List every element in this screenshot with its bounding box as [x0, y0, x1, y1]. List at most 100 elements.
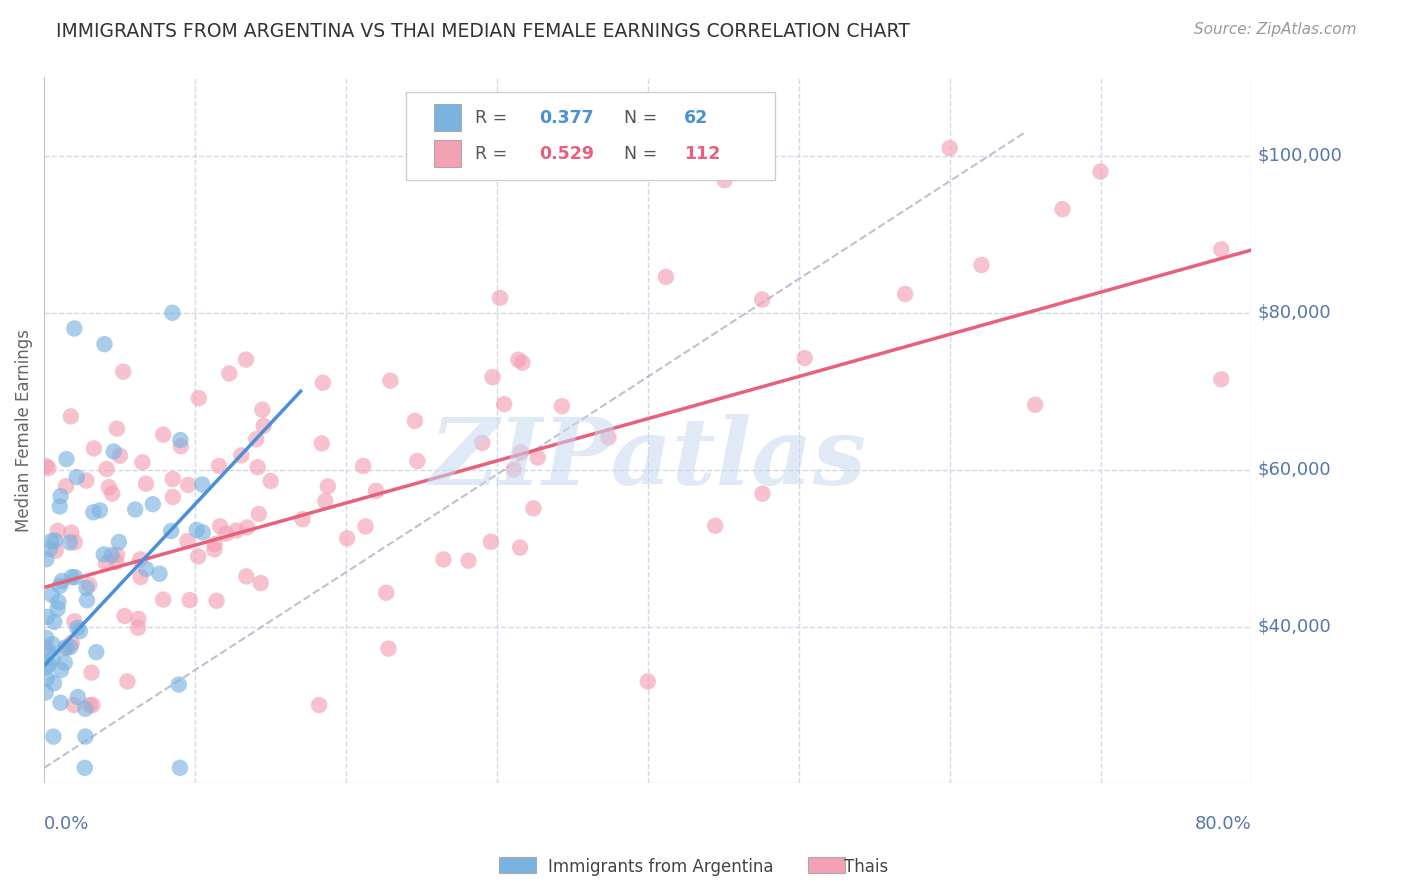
Point [970, 258, 993, 272]
Point [1090, 164, 1112, 178]
Point [129, 570, 152, 584]
Point [205, 594, 228, 608]
Point [53, 656, 76, 670]
Point [49, 663, 72, 677]
Point [162, 306, 184, 320]
Point [105, 555, 128, 569]
Bar [808, 857, 845, 873]
Point [48, 500, 70, 514]
Point [508, 352, 530, 367]
Point [169, 761, 191, 775]
Point [404, 414, 426, 428]
Point [63, 321, 86, 335]
Point [598, 430, 620, 444]
Point [377, 641, 399, 656]
Point [177, 478, 200, 492]
Point [46, 524, 69, 538]
Point [551, 399, 574, 413]
Point [252, 402, 274, 417]
Point [236, 520, 259, 534]
Point [73, 761, 96, 775]
Point [494, 397, 516, 411]
Point [170, 439, 193, 453]
Point [793, 351, 815, 365]
Point [35, 458, 58, 473]
Point [112, 365, 135, 379]
Point [55, 452, 77, 467]
Bar [499, 857, 536, 873]
Point [509, 445, 531, 459]
Text: 80.0%: 80.0% [1195, 815, 1251, 833]
Point [108, 535, 131, 549]
Point [37, 610, 59, 624]
Point [1052, 202, 1074, 217]
Point [457, 554, 479, 568]
Text: Immigrants from Argentina: Immigrants from Argentina [548, 858, 773, 876]
Point [42, 651, 65, 665]
Point [96, 462, 118, 476]
Point [179, 593, 201, 607]
Point [375, 586, 398, 600]
Point [39, 534, 62, 549]
Point [60, 525, 83, 540]
FancyBboxPatch shape [434, 140, 461, 167]
Point [245, 432, 267, 446]
Point [152, 592, 174, 607]
Point [169, 433, 191, 447]
Point [93, 548, 115, 562]
Text: ZIPatlas: ZIPatlas [429, 414, 866, 504]
Point [208, 519, 231, 533]
Point [479, 534, 502, 549]
Point [127, 612, 149, 626]
Point [34, 685, 56, 699]
Point [82, 698, 104, 712]
Point [225, 524, 247, 538]
Point [84, 645, 107, 659]
Point [48, 579, 70, 593]
Point [162, 472, 184, 486]
Point [1024, 398, 1046, 412]
Point [186, 523, 208, 537]
FancyBboxPatch shape [434, 104, 461, 131]
Point [35, 552, 58, 566]
Text: N =: N = [624, 109, 657, 127]
Point [312, 376, 335, 390]
Point [316, 479, 339, 493]
Point [502, 462, 524, 476]
Point [380, 374, 402, 388]
Point [215, 526, 238, 541]
Point [93, 337, 115, 351]
Text: R =: R = [475, 145, 508, 162]
Point [235, 352, 257, 367]
Text: $80,000: $80,000 [1257, 304, 1331, 322]
Point [41, 588, 63, 602]
Point [37, 461, 59, 475]
Point [218, 367, 240, 381]
Point [253, 418, 276, 433]
Point [82, 505, 104, 519]
Point [191, 525, 214, 540]
Point [713, 173, 735, 187]
Point [259, 474, 281, 488]
Point [432, 552, 454, 566]
Point [142, 497, 165, 511]
Point [235, 569, 257, 583]
Text: $40,000: $40,000 [1257, 617, 1331, 636]
Point [105, 421, 128, 435]
Point [311, 436, 333, 450]
Text: 0.0%: 0.0% [44, 815, 90, 833]
Point [187, 391, 209, 405]
Point [406, 454, 429, 468]
Point [894, 287, 917, 301]
Point [48, 595, 70, 609]
Point [75, 730, 97, 744]
Text: 112: 112 [683, 145, 720, 162]
Point [1211, 243, 1233, 257]
Point [751, 486, 773, 500]
Point [938, 141, 960, 155]
Point [60, 570, 83, 584]
Point [49, 489, 72, 503]
Point [75, 581, 97, 595]
Point [75, 474, 97, 488]
Point [191, 477, 214, 491]
